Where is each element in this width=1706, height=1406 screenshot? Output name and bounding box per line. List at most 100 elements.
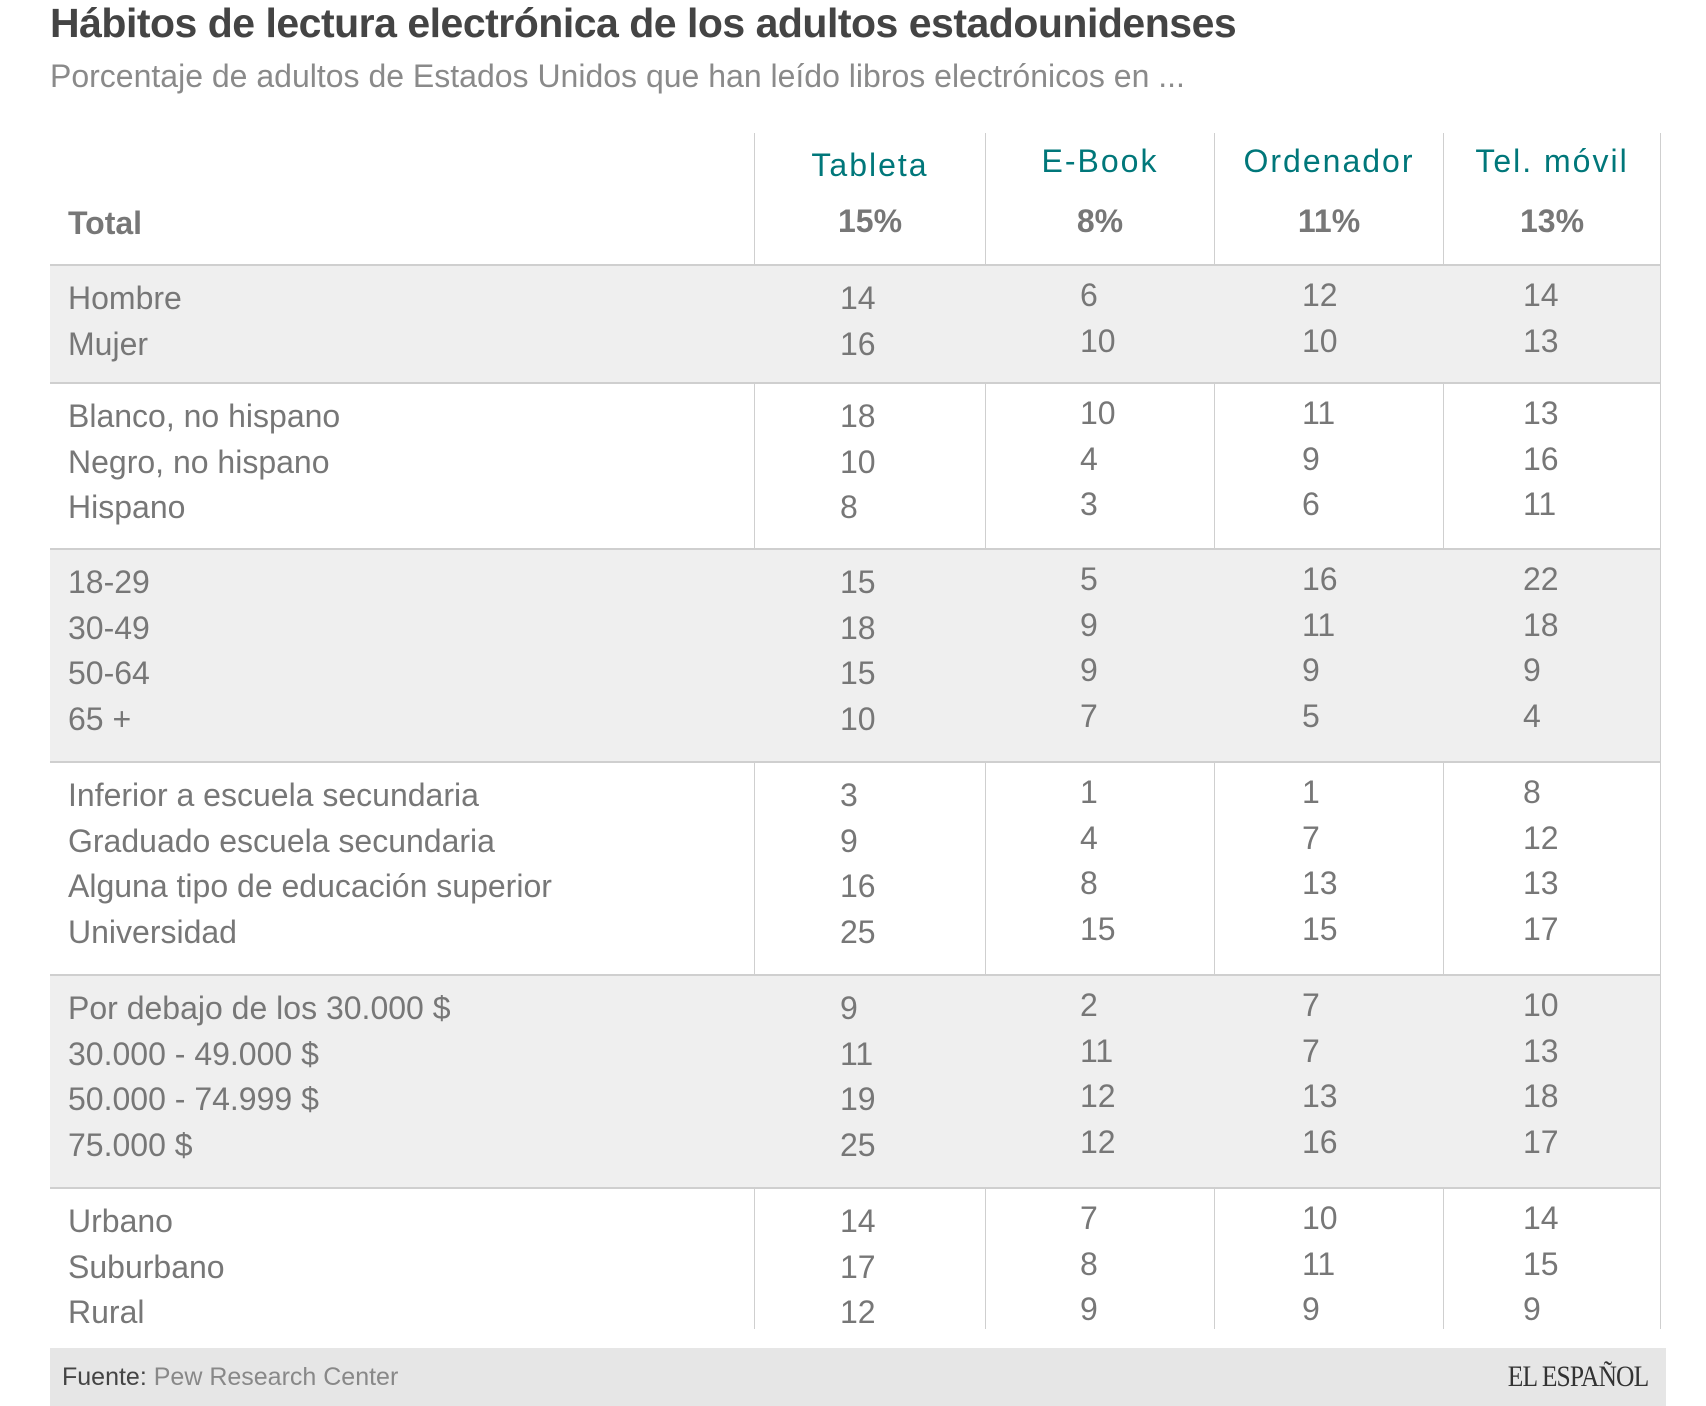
row-label: Inferior a escuela secundaria — [68, 777, 479, 813]
row-group: Inferior a escuela secundaria 3 1 1 8 Graduad… — [50, 763, 1660, 976]
cell-value: 9 — [840, 822, 858, 859]
column-header: E-Book — [1041, 143, 1159, 179]
cell-value: 8 — [1080, 1245, 1098, 1282]
table-header: Total Tableta 15% E-Book 8% Ordenador 11% Tel.… — [50, 133, 1660, 266]
chart-subtitle: Porcentaje de adultos de Estados Unidos … — [50, 58, 1185, 94]
table-row: Urbano 14 7 10 14 — [50, 1200, 1660, 1249]
table-row: Blanco, no hispano 18 10 11 13 — [50, 395, 1660, 444]
cell-value: 17 — [1523, 911, 1559, 948]
cell-value: 4 — [1523, 698, 1541, 735]
table-row: 65 + 10 7 5 4 — [50, 698, 1660, 747]
row-label: Mujer — [68, 325, 149, 362]
column-header: Tableta — [811, 147, 929, 183]
row-label: Universidad — [68, 914, 237, 951]
total-value: 8% — [1076, 203, 1124, 239]
cell-value: 1 — [1080, 774, 1098, 810]
cell-value: 7 — [1302, 987, 1320, 1023]
cell-value: 25 — [840, 914, 876, 951]
row-label: Negro, no hispano — [68, 443, 330, 480]
cell-value: 18 — [1523, 1078, 1559, 1115]
cell-value: 14 — [1523, 1200, 1559, 1236]
cell-value: 9 — [1523, 652, 1541, 689]
cell-value: 15 — [1523, 1245, 1559, 1282]
cell-value: 3 — [1080, 486, 1098, 523]
row-label: 50-64 — [68, 655, 150, 692]
cell-value: 12 — [840, 1294, 876, 1331]
source-label: Fuente: — [62, 1363, 147, 1391]
cell-value: 13 — [1302, 1078, 1338, 1115]
cell-value: 8 — [1080, 865, 1098, 902]
cell-value: 13 — [1523, 322, 1559, 359]
row-group: Por debajo de los 30.000 $ 9 2 7 10 30.000 - … — [50, 976, 1660, 1189]
cell-value: 11 — [1302, 1245, 1336, 1282]
column-header: Tel. móvil — [1475, 143, 1629, 179]
row-group: Hombre 14 6 12 14 Mujer 16 10 10 13 — [50, 266, 1660, 384]
table-row: Universidad 25 15 15 17 — [50, 911, 1660, 960]
cell-value: 13 — [1523, 395, 1559, 431]
column-header: Ordenador — [1243, 143, 1415, 179]
cell-value: 11 — [840, 1035, 874, 1072]
cell-value: 14 — [840, 1203, 876, 1239]
cell-value: 7 — [1080, 1200, 1098, 1236]
cell-value: 11 — [1080, 1032, 1114, 1069]
cell-value: 6 — [1080, 277, 1098, 313]
source-name: Pew Research Center — [153, 1363, 399, 1391]
row-label: 30-49 — [68, 609, 150, 646]
cell-value: 8 — [840, 489, 858, 526]
cell-value: 12 — [1302, 277, 1338, 313]
table-row: 50.000 - 74.999 $ 19 12 13 18 — [50, 1078, 1660, 1127]
cell-value: 8 — [1523, 774, 1541, 810]
cell-value: 11 — [1302, 395, 1336, 431]
table-row: 30-49 18 9 11 18 — [50, 607, 1660, 656]
cell-value: 2 — [1080, 987, 1098, 1023]
cell-value: 13 — [1523, 865, 1559, 902]
table-row: Negro, no hispano 10 4 9 16 — [50, 440, 1660, 490]
cell-value: 15 — [840, 564, 876, 600]
table-row: 75.000 $ 25 12 16 17 — [50, 1124, 1660, 1173]
row-label: 65 + — [68, 701, 132, 738]
cell-value: 10 — [840, 701, 876, 738]
cell-value: 25 — [840, 1127, 876, 1164]
table-row: Por debajo de los 30.000 $ 9 2 7 10 — [50, 987, 1660, 1036]
table-row: Suburbano 17 8 11 15 — [50, 1245, 1660, 1295]
cell-value: 16 — [1523, 440, 1559, 477]
cell-value: 22 — [1523, 561, 1559, 597]
cell-value: 16 — [1302, 561, 1338, 597]
cell-value: 18 — [840, 609, 876, 646]
row-group: Blanco, no hispano 18 10 11 13 Negro, no hisp… — [50, 384, 1660, 550]
cell-value: 4 — [1080, 819, 1098, 856]
total-label: Total — [68, 205, 143, 241]
cell-value: 1 — [1302, 774, 1320, 810]
cell-value: 19 — [840, 1081, 876, 1118]
cell-value: 5 — [1080, 561, 1098, 597]
cell-value: 5 — [1302, 698, 1320, 735]
row-label: Hispano — [68, 489, 186, 526]
cell-value: 14 — [840, 280, 876, 316]
cell-value: 10 — [1302, 1200, 1338, 1236]
table-row: 18-29 15 5 16 22 — [50, 561, 1660, 610]
cell-value: 17 — [840, 1248, 876, 1285]
table-row: Alguna tipo de educación superior 16 8 13 13 — [50, 865, 1660, 914]
cell-value: 9 — [1302, 652, 1320, 689]
el-espanol-logo: EL ESPAÑOL — [1507, 1360, 1648, 1393]
cell-value: 12 — [1080, 1078, 1116, 1115]
cell-value: 3 — [840, 777, 858, 813]
footer: Fuente: Pew Research Center EL ESPAÑOL — [50, 1348, 1666, 1406]
row-group: 18-29 15 5 16 22 30-49 18 9 11 18 50-64 15 9 9 9 65 + 10… — [50, 550, 1660, 763]
row-label: Rural — [68, 1294, 145, 1331]
row-label: 75.000 $ — [68, 1127, 193, 1164]
data-table: Total Tableta 15% E-Book 8% Ordenador 11% Tel.… — [50, 133, 1660, 1331]
cell-value: 9 — [1523, 1291, 1541, 1328]
cell-value: 16 — [840, 325, 876, 362]
cell-value: 9 — [840, 990, 858, 1026]
cell-value: 9 — [1080, 652, 1098, 689]
cell-value: 13 — [1523, 1032, 1559, 1069]
row-label: Alguna tipo de educación superior — [68, 868, 552, 905]
cell-value: 6 — [1302, 486, 1320, 523]
cell-value: 10 — [1523, 987, 1559, 1023]
row-label: Hombre — [68, 280, 182, 316]
total-value: 11% — [1297, 203, 1361, 239]
source-note: Fuente: Pew Research Center — [62, 1363, 398, 1392]
total-value: 15% — [837, 203, 903, 239]
cell-value: 15 — [840, 655, 876, 692]
